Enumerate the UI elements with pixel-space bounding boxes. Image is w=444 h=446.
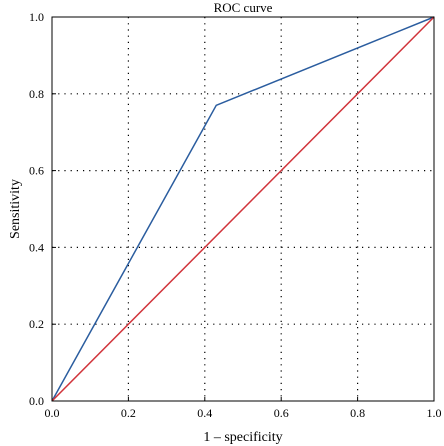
y-tick-label-2: 0.4	[29, 240, 44, 254]
x-tick-label-5: 1.0	[427, 406, 442, 420]
x-tick-label-3: 0.6	[274, 406, 289, 420]
y-tick-label-1: 0.2	[29, 317, 44, 331]
x-axis-label: 1 – specificity	[203, 430, 282, 445]
plot-frame	[51, 16, 435, 402]
x-tick-label-2: 0.4	[197, 406, 212, 420]
y-tick-label-4: 0.8	[29, 87, 44, 101]
y-axis-label: Sensitivity	[8, 179, 23, 239]
series-line-0	[51, 16, 435, 402]
y-tick-label-0: 0.0	[29, 394, 44, 408]
chart-title: ROC curve	[214, 0, 273, 15]
y-tick-label-5: 1.0	[29, 10, 44, 24]
x-tick-label-4: 0.8	[350, 406, 365, 420]
series-line-1	[51, 16, 435, 402]
x-tick-label-1: 0.2	[121, 406, 136, 420]
series-layer	[51, 16, 435, 402]
tick-layer: 0.0 0.2 0.4 0.6 0.8 1.0 0.0 0.2 0.4 0.6 0.8 1.0	[29, 10, 442, 420]
x-tick-label-0: 0.0	[45, 406, 60, 420]
y-tick-label-3: 0.6	[29, 164, 44, 178]
